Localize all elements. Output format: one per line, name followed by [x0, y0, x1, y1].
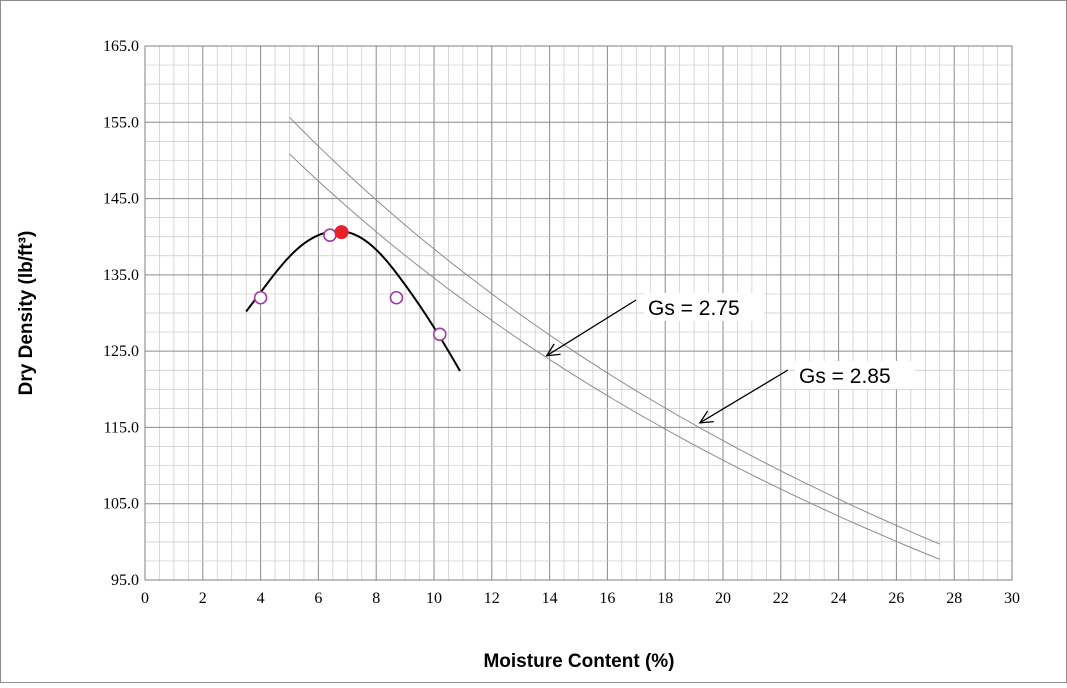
x-tick-label: 18 — [657, 590, 673, 607]
x-tick-label: 14 — [542, 590, 558, 607]
y-tick-label: 155.0 — [103, 114, 139, 131]
annotation-arrow-line — [546, 299, 637, 357]
annotation-label: Gs = 2.85 — [799, 365, 891, 388]
x-tick-label: 6 — [314, 590, 322, 607]
zav-curve-gs-2-75 — [289, 153, 940, 560]
y-tick-label: 105.0 — [103, 496, 139, 513]
annotation-label-bg — [795, 361, 915, 389]
zero-air-voids-curves — [289, 116, 940, 560]
annotation-arrow-line — [699, 369, 789, 424]
data-points — [253, 225, 447, 342]
x-tick-label: 26 — [888, 590, 904, 607]
test-point — [253, 290, 268, 305]
compaction-curve-group — [245, 230, 461, 372]
annotation-arrow-head — [545, 343, 561, 357]
test-point — [432, 327, 447, 342]
x-tick-labels: 0 2 4 6 8 10 12 14 16 18 20 22 24 26 28 30 — [141, 590, 1020, 607]
x-tick-label: 2 — [199, 590, 207, 607]
x-tick-label: 0 — [141, 590, 149, 607]
x-tick-label: 28 — [946, 590, 962, 607]
test-point — [389, 290, 404, 305]
x-tick-label: 10 — [426, 590, 442, 607]
y-tick-label: 145.0 — [103, 191, 139, 208]
x-tick-label: 12 — [484, 590, 500, 607]
y-tick-label: 135.0 — [103, 267, 139, 284]
annotations: Gs = 2.75 Gs = 2.85 — [545, 293, 915, 424]
zav-curve-gs-2-85 — [289, 116, 940, 545]
optimum-point — [334, 225, 349, 240]
y-tick-label: 125.0 — [103, 343, 139, 360]
x-tick-label: 22 — [773, 590, 789, 607]
compaction-curve — [245, 230, 461, 372]
x-tick-label: 8 — [372, 590, 380, 607]
y-tick-label: 115.0 — [104, 419, 139, 436]
y-tick-label: 165.0 — [103, 38, 139, 55]
test-point — [323, 228, 337, 242]
y-tick-label: 95.0 — [111, 572, 139, 589]
x-tick-label: 24 — [831, 590, 847, 607]
x-tick-label: 4 — [257, 590, 265, 607]
annotation-label: Gs = 2.75 — [648, 297, 740, 320]
annotation-label-bg — [644, 293, 764, 321]
y-tick-labels: 95.0 105.0 115.0 125.0 135.0 145.0 155.0 165.0 — [103, 38, 139, 589]
x-tick-label: 16 — [599, 590, 615, 607]
x-tick-label: 30 — [1004, 590, 1020, 607]
x-axis-title: Moisture Content (%) — [483, 651, 674, 672]
plot-border — [144, 45, 1013, 581]
y-axis-title: Dry Density (lb/ft³) — [16, 231, 37, 396]
x-tick-label: 20 — [715, 590, 731, 607]
annotation-arrow-head — [698, 410, 714, 424]
grid — [144, 45, 1013, 581]
